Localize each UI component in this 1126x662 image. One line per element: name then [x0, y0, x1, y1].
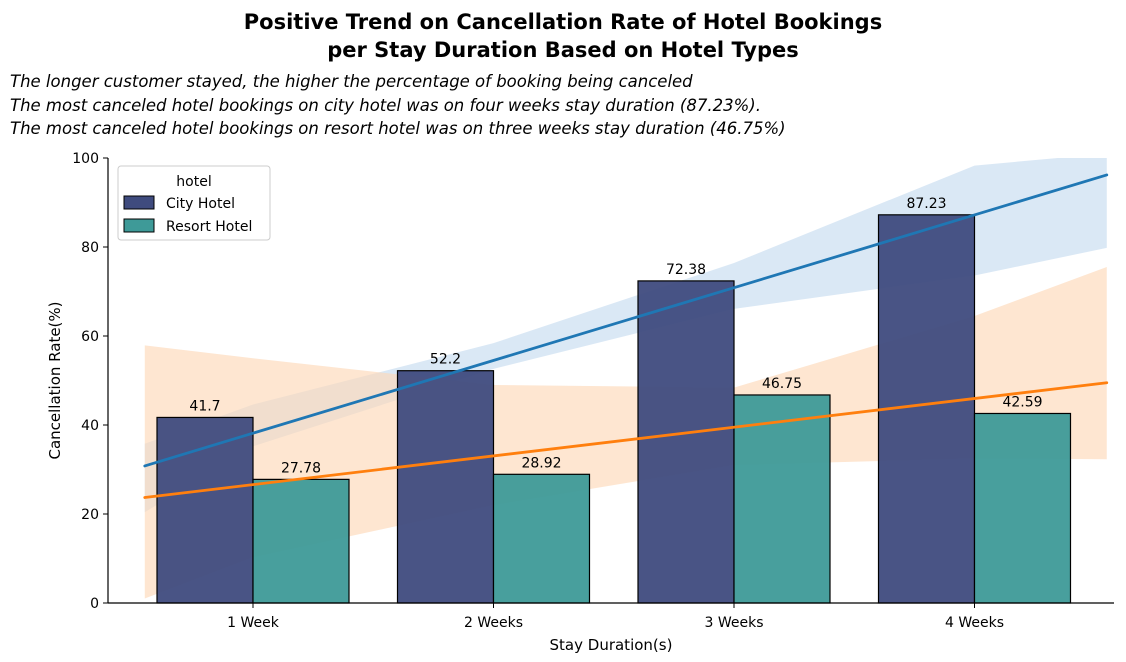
trend-lines — [143, 173, 1109, 499]
chart-title-line-1: Positive Trend on Cancellation Rate of H… — [243, 10, 883, 34]
bar-label-resort-hotel-3: 46.75 — [762, 376, 802, 392]
annotation-line-2: The most canceled hotel bookings on city… — [10, 95, 761, 115]
axes: 0 20 40 60 80 100 1 Week 2 Weeks 3 Weeks 4 Weeks S… — [46, 151, 1114, 654]
bar-city-hotel-2 — [396, 370, 495, 604]
legend: hotel City Hotel Resort Hotel — [117, 165, 271, 241]
x-tick-label-2: 2 Weeks — [464, 615, 523, 631]
y-tick-label-20: 20 — [81, 507, 99, 523]
bar-label-city-hotel-3: 72.38 — [666, 262, 706, 278]
bar-label-resort-hotel-2: 28.92 — [521, 455, 561, 471]
chart-title-line-2: per Stay Duration Based on Hotel Types — [327, 38, 799, 62]
annotation-block: The longer customer stayed, the higher t… — [10, 70, 786, 141]
y-tick-label-60: 60 — [81, 329, 99, 345]
x-tick-label-1: 1 Week — [227, 615, 280, 631]
legend-swatch-city-hotel — [123, 195, 155, 210]
x-tick-label-3: 3 Weeks — [704, 615, 763, 631]
bar-city-hotel-3 — [637, 280, 735, 604]
trend-line-resort-hotel — [143, 381, 1109, 499]
bar-resort-hotel-2 — [492, 473, 591, 604]
trend-band-resort-hotel — [144, 267, 1107, 599]
bar-city-hotel-1 — [156, 416, 254, 604]
bar-resort-hotel-1 — [252, 478, 350, 604]
annotation-line-1: The longer customer stayed, the higher t… — [10, 72, 693, 91]
bar-label-resort-hotel-1: 27.78 — [281, 460, 321, 476]
legend-box — [117, 165, 271, 241]
x-axis-label: Stay Duration(s) — [550, 636, 673, 654]
bar-resort-hotel-3 — [733, 394, 831, 604]
bar-label-city-hotel-1: 41.7 — [189, 398, 220, 414]
y-tick-label-100: 100 — [72, 151, 99, 167]
trend-line-city-hotel — [143, 173, 1109, 468]
x-tick-label-4: 4 Weeks — [945, 615, 1004, 631]
legend-title: hotel — [176, 174, 211, 190]
y-axis-label: Cancellation Rate(%) — [46, 301, 64, 459]
y-tick-label-0: 0 — [90, 596, 99, 612]
bar-value-labels: 41.7 52.2 72.38 87.23 27.78 28.92 46.75 42.59 — [189, 196, 1042, 477]
y-tick-label-80: 80 — [81, 240, 99, 256]
bar-label-city-hotel-4: 87.23 — [906, 196, 946, 212]
legend-label-city-hotel: City Hotel — [166, 196, 235, 212]
chart-title: Positive Trend on Cancellation Rate of H… — [0, 8, 1126, 64]
annotation-line-3: The most canceled hotel bookings on reso… — [10, 119, 786, 138]
legend-label-resort-hotel: Resort Hotel — [166, 219, 252, 235]
legend-swatch-resort-hotel — [123, 218, 155, 233]
bar-resort-hotel-4 — [973, 412, 1072, 604]
bar-label-resort-hotel-4: 42.59 — [1002, 394, 1042, 410]
bar-label-city-hotel-2: 52.2 — [430, 352, 461, 368]
y-tick-label-40: 40 — [81, 418, 99, 434]
